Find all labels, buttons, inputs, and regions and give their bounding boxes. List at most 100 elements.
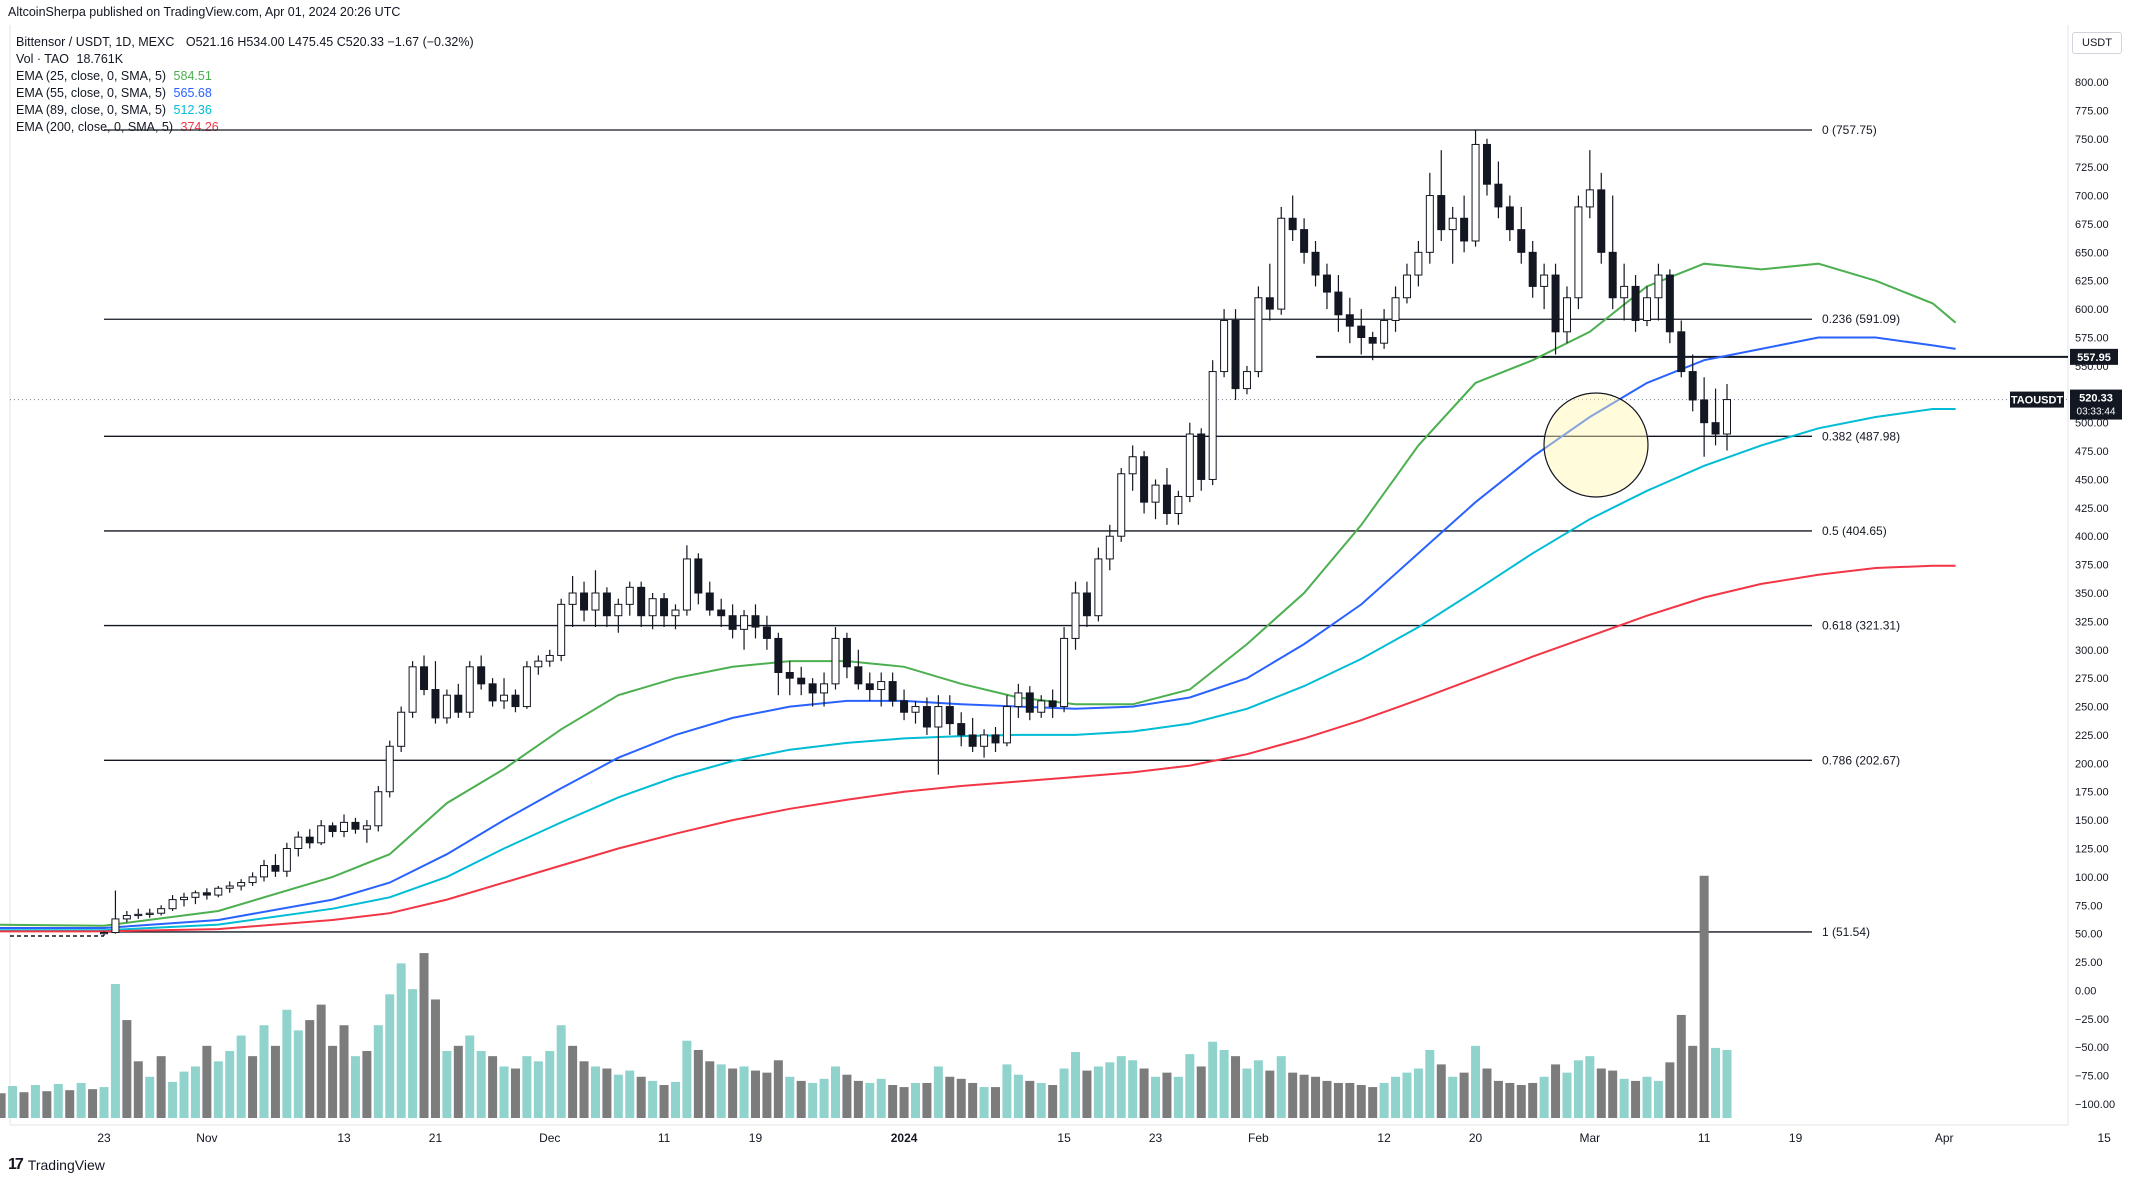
symbol-line[interactable]: Bittensor / USDT, 1D, MEXC O521.16 H534.… bbox=[16, 34, 474, 51]
candle-body bbox=[820, 683, 829, 694]
y-tick-label: 25.00 bbox=[2075, 957, 2103, 969]
fib-level-label: 0.5 (404.65) bbox=[1822, 524, 1887, 538]
volume-bar bbox=[1356, 1085, 1366, 1118]
candle-body bbox=[1688, 371, 1697, 401]
volume-bar bbox=[236, 1035, 246, 1118]
candle-body bbox=[728, 615, 737, 630]
candle-body bbox=[1094, 558, 1103, 617]
volume-bar bbox=[1299, 1074, 1309, 1118]
candle-body bbox=[1460, 217, 1469, 242]
candle-body bbox=[1231, 319, 1240, 390]
volume-bar bbox=[1711, 1047, 1721, 1118]
candle-body bbox=[1574, 206, 1583, 299]
volume-bar bbox=[1551, 1064, 1561, 1118]
volume-bar bbox=[1573, 1060, 1583, 1118]
y-tick-label: 625.00 bbox=[2075, 276, 2109, 288]
volume-bar bbox=[1516, 1085, 1526, 1118]
currency-unit-button[interactable]: USDT bbox=[2072, 32, 2122, 54]
candle-body bbox=[202, 892, 211, 896]
volume-bar bbox=[1631, 1080, 1641, 1118]
volume-bar bbox=[168, 1081, 178, 1118]
volume-bar bbox=[1585, 1056, 1595, 1118]
volume-bar bbox=[1402, 1072, 1412, 1118]
volume-bar bbox=[1391, 1076, 1401, 1118]
candle-body bbox=[420, 666, 429, 691]
volume-bar bbox=[979, 1087, 989, 1118]
ohlc-high: H534.00 bbox=[237, 35, 285, 49]
ema-25-legend[interactable]: EMA (25, close, 0, SMA, 5) 584.51 bbox=[16, 68, 474, 85]
volume-bar bbox=[1619, 1078, 1629, 1118]
y-tick-label: 125.00 bbox=[2075, 844, 2109, 856]
volume-bar bbox=[145, 1076, 155, 1118]
volume-bar bbox=[465, 1035, 475, 1118]
candle-body bbox=[1700, 399, 1709, 424]
candle-body bbox=[580, 592, 589, 611]
candle-body bbox=[408, 666, 417, 713]
x-tick-label: 23 bbox=[1149, 1131, 1163, 1145]
highlight-circle-annotation bbox=[1543, 392, 1649, 498]
candle-body bbox=[1082, 592, 1091, 617]
candle-body bbox=[340, 821, 349, 832]
volume-bar bbox=[1071, 1052, 1081, 1118]
volume-bar bbox=[1128, 1060, 1138, 1118]
candle-body bbox=[351, 821, 360, 830]
volume-bar bbox=[1288, 1072, 1298, 1118]
y-tick-label: 75.00 bbox=[2075, 900, 2103, 912]
candle-body bbox=[134, 913, 143, 917]
volume-bar bbox=[956, 1078, 966, 1118]
volume-bar bbox=[1162, 1072, 1172, 1118]
candle-body bbox=[671, 609, 680, 617]
symbol-name[interactable]: Bittensor / USDT, 1D, MEXC bbox=[16, 35, 175, 49]
candle-body bbox=[100, 932, 108, 935]
candle-body bbox=[260, 865, 269, 878]
volume-bar bbox=[1322, 1080, 1332, 1118]
candle-body bbox=[1391, 297, 1400, 321]
ema-55-value: 565.68 bbox=[173, 86, 212, 100]
candle-body bbox=[1402, 274, 1411, 299]
x-tick-label: Dec bbox=[539, 1131, 560, 1145]
candle-body bbox=[431, 689, 440, 719]
candle-body bbox=[602, 592, 611, 617]
candle-body bbox=[922, 706, 931, 728]
volume-bar bbox=[156, 1056, 166, 1118]
volume-bar bbox=[819, 1078, 829, 1118]
candle-body bbox=[1540, 274, 1549, 287]
candle-body bbox=[625, 586, 634, 605]
volume-bar bbox=[1002, 1064, 1012, 1118]
candle-body bbox=[1185, 433, 1194, 497]
y-tick-label: 500.00 bbox=[2075, 418, 2109, 430]
ema-55-legend[interactable]: EMA (55, close, 0, SMA, 5) 565.68 bbox=[16, 85, 474, 102]
x-tick-label: 15 bbox=[2097, 1131, 2111, 1145]
candle-body bbox=[328, 825, 337, 832]
candle-body bbox=[1380, 319, 1389, 344]
candle-body bbox=[1265, 297, 1274, 310]
volume-bar bbox=[385, 994, 395, 1118]
volume-bar bbox=[53, 1083, 63, 1118]
volume-bar bbox=[613, 1074, 623, 1118]
volume-bar bbox=[1231, 1056, 1241, 1118]
volume-bar bbox=[1722, 1049, 1732, 1118]
volume-bar bbox=[842, 1074, 852, 1118]
candle-body bbox=[968, 734, 977, 747]
ema-89-value: 512.36 bbox=[173, 103, 212, 117]
volume-legend[interactable]: Vol · TAO 18.761K bbox=[16, 51, 474, 68]
x-tick-label: Feb bbox=[1248, 1131, 1269, 1145]
candle-body bbox=[1505, 206, 1514, 231]
candle-body bbox=[294, 836, 303, 850]
volume-bar bbox=[1471, 1045, 1481, 1118]
publisher-caption: AltcoinSherpa published on TradingView.c… bbox=[8, 5, 401, 19]
volume-bar bbox=[488, 1056, 498, 1118]
ema-55-label: EMA (55, close, 0, SMA, 5) bbox=[16, 86, 167, 100]
volume-bar bbox=[568, 1045, 578, 1118]
ohlc-close: C520.33 bbox=[336, 35, 384, 49]
candle-body bbox=[111, 918, 120, 934]
volume-bar bbox=[316, 1004, 326, 1118]
countdown-label: 03:33:44 bbox=[2077, 407, 2116, 418]
y-tick-label: 775.00 bbox=[2075, 105, 2109, 117]
volume-bar bbox=[362, 1051, 372, 1118]
ema-89-legend[interactable]: EMA (89, close, 0, SMA, 5) 512.36 bbox=[16, 102, 474, 119]
volume-bar bbox=[533, 1061, 543, 1118]
last-price-label: 520.33 bbox=[2079, 393, 2113, 405]
